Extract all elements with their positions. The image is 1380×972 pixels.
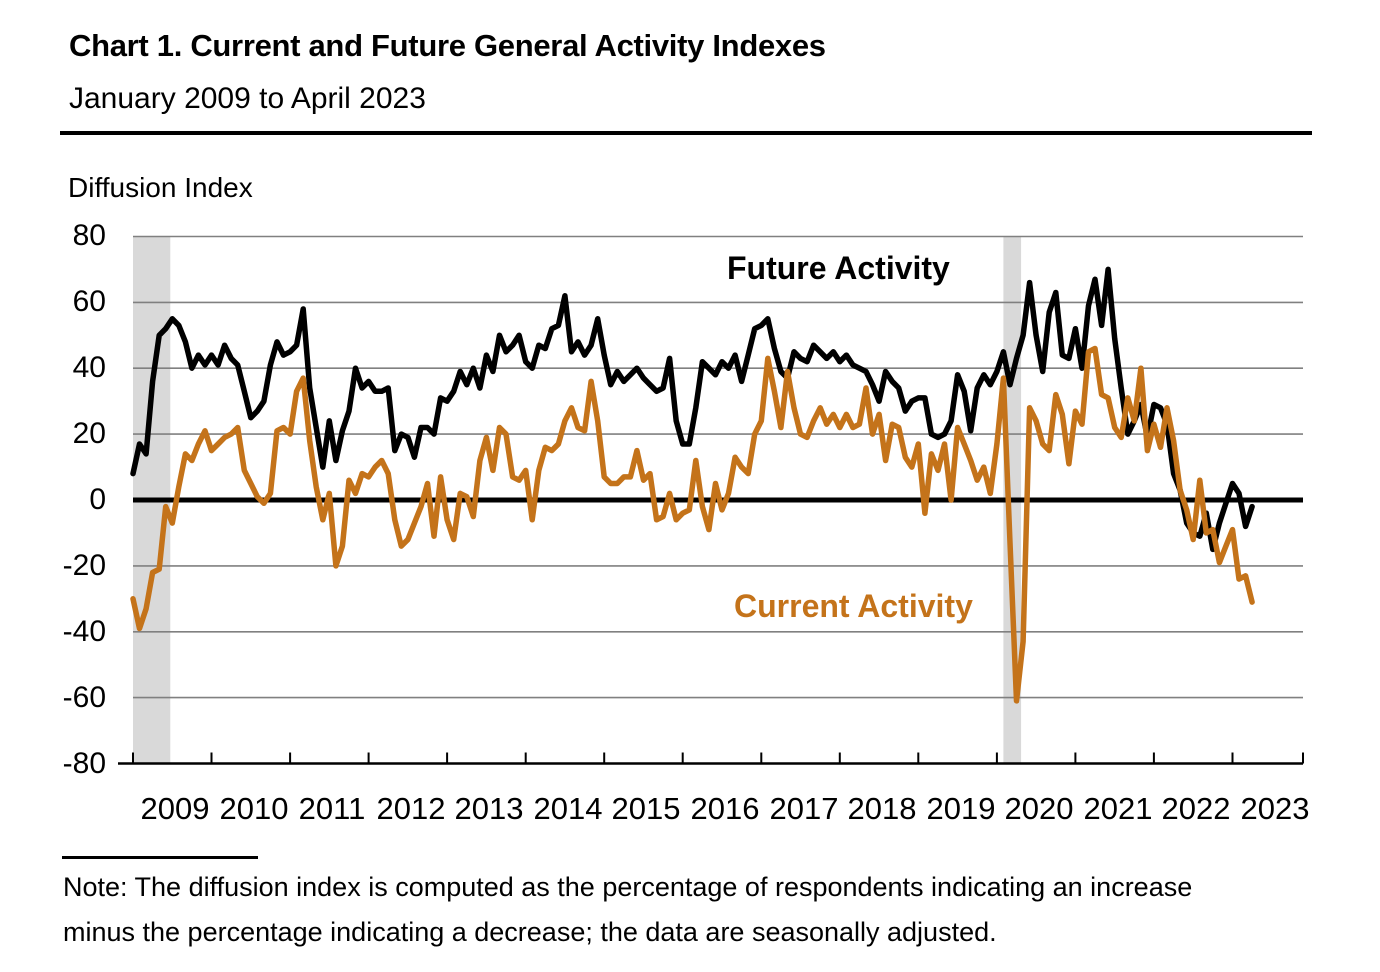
x-tick-label-2015: 2015 bbox=[611, 791, 681, 826]
x-tick-label-2020: 2020 bbox=[1004, 791, 1074, 826]
y-tick-label-0: 0 bbox=[89, 483, 106, 516]
x-tick-label-2013: 2013 bbox=[454, 791, 524, 826]
y-tick-label-60: 60 bbox=[72, 285, 106, 318]
x-tick-label-2019: 2019 bbox=[926, 791, 996, 826]
x-tick-label-2018: 2018 bbox=[847, 791, 917, 826]
y-tick-label-40: 40 bbox=[72, 351, 106, 384]
y-tick-label--80: -80 bbox=[62, 747, 106, 780]
y-tick-label--60: -60 bbox=[62, 681, 106, 714]
x-tick-label-2010: 2010 bbox=[219, 791, 289, 826]
x-tick-label-2022: 2022 bbox=[1161, 791, 1231, 826]
x-tick-label-2009: 2009 bbox=[140, 791, 210, 826]
y-tick-label-80: 80 bbox=[72, 219, 106, 252]
x-tick-label-2023: 2023 bbox=[1240, 791, 1310, 826]
y-tick-label--40: -40 bbox=[62, 615, 106, 648]
note-text-line-2: minus the percentage indicating a decrea… bbox=[63, 917, 997, 947]
future-activity-line bbox=[130, 266, 1255, 553]
y-axis-title: Diffusion Index bbox=[68, 172, 253, 203]
x-tick-label-2012: 2012 bbox=[376, 791, 446, 826]
x-tick-label-2016: 2016 bbox=[690, 791, 760, 826]
current-activity-series-label: Current Activity bbox=[734, 588, 973, 624]
x-tick-label-2017: 2017 bbox=[769, 791, 839, 826]
chart-title: Chart 1. Current and Future General Acti… bbox=[69, 28, 826, 63]
note-divider-rule bbox=[62, 856, 258, 859]
x-tick-label-2011: 2011 bbox=[298, 791, 366, 826]
y-tick-label--20: -20 bbox=[62, 549, 106, 582]
note-text-line-1: Note: The diffusion index is computed as… bbox=[63, 872, 1193, 902]
title-divider-rule bbox=[60, 131, 1312, 135]
future-activity-series-label: Future Activity bbox=[727, 250, 950, 286]
chart-subtitle: January 2009 to April 2023 bbox=[69, 82, 426, 115]
x-tick-label-2014: 2014 bbox=[533, 791, 603, 826]
current-activity-line bbox=[130, 345, 1255, 704]
x-tick-label-2021: 2021 bbox=[1083, 791, 1153, 826]
y-tick-label-20: 20 bbox=[72, 417, 106, 450]
